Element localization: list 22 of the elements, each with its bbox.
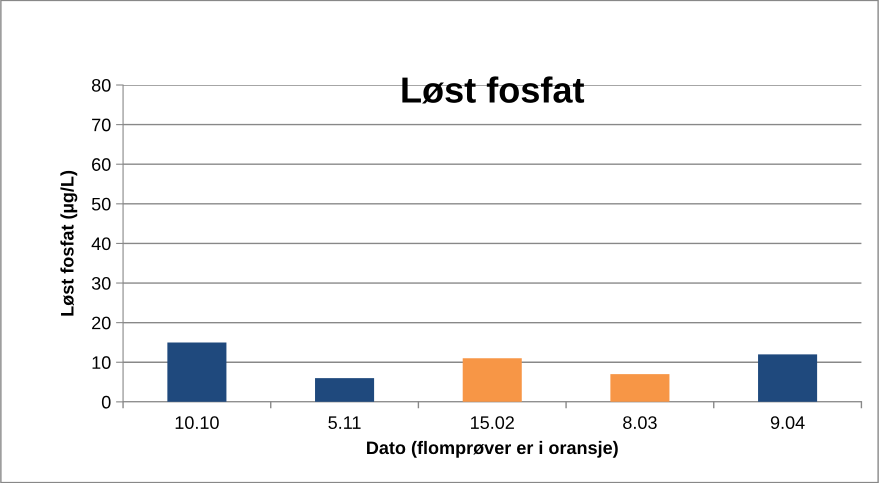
x-axis-title: Dato (flomprøver er i oransje) <box>367 440 618 458</box>
y-tick-label: 10 <box>92 356 111 369</box>
y-tick-label: 20 <box>92 316 111 330</box>
x-tick-label: 10.10 <box>176 416 219 430</box>
y-tick-label: 50 <box>92 198 111 211</box>
y-tick-label: 60 <box>92 158 111 171</box>
bar <box>462 358 522 402</box>
x-tick-label: 5.11 <box>328 416 361 430</box>
y-tick-label: 70 <box>92 118 111 132</box>
y-tick-label: 80 <box>92 78 111 92</box>
y-axis-title: Løst fosfat (µg/L) <box>60 170 78 316</box>
x-tick-label: 15.02 <box>471 416 514 430</box>
x-tick-label: 8.03 <box>623 416 657 430</box>
chart-title: Løst fosfat <box>402 76 584 104</box>
bar <box>758 354 818 402</box>
y-tick-label: 30 <box>92 276 111 290</box>
bar <box>315 378 374 402</box>
y-tick-label: 0 <box>102 396 111 409</box>
x-tick-label: 9.04 <box>770 416 805 430</box>
bar <box>167 342 226 402</box>
bar <box>610 374 670 402</box>
y-tick-label: 40 <box>92 237 111 250</box>
